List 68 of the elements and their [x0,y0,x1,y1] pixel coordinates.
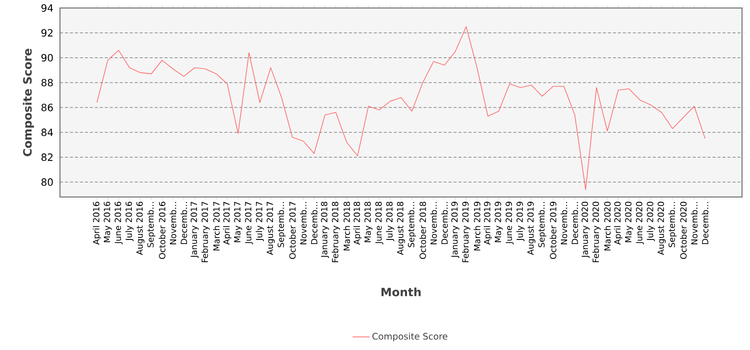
x-tick-label: March 2017 [213,202,220,250]
x-axis-title: Month [382,287,421,296]
x-tick-label: Decemb… [702,202,708,244]
y-tick-label: 80 [41,178,53,186]
x-tick-label: February 2019 [462,202,470,262]
x-tick-label: February 2018 [332,202,340,262]
x-tick-label: Novemb… [300,202,307,244]
x-tick-label: Decemb… [441,202,448,244]
x-tick-label: October 2016 [158,202,166,259]
x-tick-label: Septemb… [538,202,546,248]
y-tick-label: 82 [41,153,52,161]
x-tick-label: Novemb… [170,202,176,244]
x-tick-label: February 2020 [592,202,601,262]
x-tick-label: April 2020 [614,202,622,245]
x-tick-label: March 2018 [343,202,350,250]
x-tick-label: October 2018 [419,202,426,259]
x-tick-label: March 2020 [604,202,611,250]
x-tick-label: May 2020 [625,202,634,242]
x-tick-label: July 2016 [125,202,134,242]
x-tick-label: April 2017 [223,202,232,245]
y-tick-label: 88 [41,78,53,86]
x-tick-label: October 2017 [289,202,296,259]
y-tick-label: 94 [41,4,53,12]
x-tick-label: Septemb… [147,202,156,248]
x-tick-label: June 2020 [636,202,644,244]
x-tick-label: Novemb… [690,202,698,244]
x-tick-label: April 2018 [353,202,362,245]
x-tick-label: July 2019 [516,202,525,242]
x-tick-label: August 2018 [396,202,406,256]
x-tick-label: January 2019 [451,202,460,258]
x-tick-label: August 2017 [266,202,275,256]
x-tick-label: May 2017 [234,202,242,242]
x-tick-label: January 2020 [582,202,590,258]
x-tick-label: August 2016 [136,202,144,256]
x-tick-label: Decemb… [310,202,318,244]
x-tick-label: July 2017 [256,202,264,242]
x-tick-label: Decemb… [180,202,188,244]
x-tick-label: October 2019 [550,202,556,259]
legend-label: Composite Score [372,332,448,342]
x-tick-label: June 2017 [244,202,253,244]
y-tick-label: 84 [41,128,53,136]
y-tick-label: 86 [41,104,53,112]
x-tick-label: April 2016 [92,202,102,245]
x-tick-label: July 2020 [646,202,655,242]
x-tick-label: Decemb… [571,202,578,244]
x-tick-label: August 2019 [527,202,536,256]
x-tick-label: March 2019 [474,202,480,250]
x-tick-label: May 2018 [364,202,372,242]
x-tick-label: Septemb… [408,202,416,248]
y-axis-title: Composite Score [22,48,34,156]
x-tick-label: August 2020 [658,202,666,256]
x-tick-label: January 2018 [320,202,330,258]
x-tick-label: June 2019 [506,202,514,244]
x-tick-label: February 2017 [201,202,210,262]
x-tick-label: January 2017 [190,202,199,258]
x-tick-label: May 2016 [104,202,112,242]
y-tick-label: 92 [41,29,52,37]
x-tick-label: Novemb… [430,202,437,244]
x-tick-label: July 2018 [386,202,394,242]
x-tick-label: April 2019 [484,202,492,245]
x-tick-label: October 2020 [680,202,687,259]
x-tick-label: June 2018 [375,202,384,244]
x-tick-label: Septemb… [668,202,677,248]
y-tick-label: 90 [41,54,53,62]
x-tick-label: June 2016 [114,202,123,244]
x-tick-label: Novemb… [560,202,568,244]
x-tick-label: May 2019 [494,202,503,242]
x-tick-label: Septemb… [277,202,286,248]
